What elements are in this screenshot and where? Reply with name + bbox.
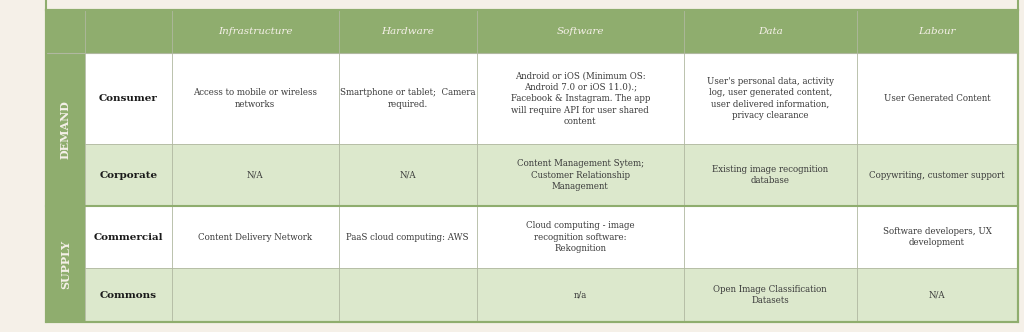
Text: Android or iOS (Minimum OS:
Android 7.0 or iOS 11.0).;
Facebook & Instagram. The: Android or iOS (Minimum OS: Android 7.0 … [511,71,650,126]
Text: N/A: N/A [929,290,945,300]
Text: N/A: N/A [399,171,416,180]
Text: Content Delivery Network: Content Delivery Network [199,233,312,242]
Bar [85,53,1018,144]
Text: Content Management Sytem;
Customer Relationship
Management: Content Management Sytem; Customer Relat… [517,159,644,191]
Bar [46,10,1018,53]
Bar [85,144,1018,206]
Text: SUPPLY: SUPPLY [60,240,71,289]
Text: Data: Data [758,27,782,36]
Text: Consumer: Consumer [99,94,158,103]
Text: Hardware: Hardware [381,27,434,36]
Text: Software: Software [557,27,604,36]
Text: Cloud computing - image
recognition software:
Rekognition: Cloud computing - image recognition soft… [526,221,635,253]
Bar [46,206,85,322]
Text: Smartphone or tablet;  Camera
required.: Smartphone or tablet; Camera required. [340,88,475,109]
Text: Infrastructure: Infrastructure [218,27,293,36]
Text: User's personal data, activity
log, user generated content,
user delivered infor: User's personal data, activity log, user… [707,77,834,120]
Bar [46,53,85,206]
Text: Commercial: Commercial [93,233,163,242]
Text: Labour: Labour [919,27,955,36]
Text: N/A: N/A [247,171,263,180]
Text: DEMAND: DEMAND [60,100,71,159]
Text: Access to mobile or wireless
networks: Access to mobile or wireless networks [194,88,317,109]
Text: User Generated Content: User Generated Content [884,94,990,103]
Text: Commons: Commons [100,290,157,300]
Text: Open Image Classification
Datasets: Open Image Classification Datasets [714,285,827,305]
Text: PaaS cloud computing: AWS: PaaS cloud computing: AWS [346,233,469,242]
Text: Existing image recognition
database: Existing image recognition database [712,165,828,185]
Text: Software developers, UX
development: Software developers, UX development [883,227,991,247]
Text: Corporate: Corporate [99,171,158,180]
Text: n/a: n/a [573,290,587,300]
Bar [85,206,1018,268]
Bar [85,268,1018,322]
Text: Copywriting, customer support: Copywriting, customer support [869,171,1005,180]
